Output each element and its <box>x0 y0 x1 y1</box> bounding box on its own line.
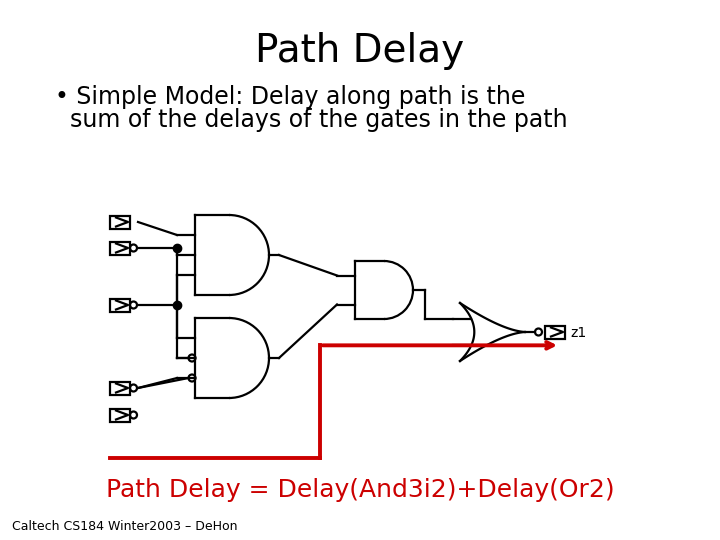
Text: z1: z1 <box>570 326 586 340</box>
Bar <box>110 299 130 312</box>
Text: Path Delay: Path Delay <box>256 32 464 70</box>
Bar <box>545 326 565 339</box>
Bar <box>110 381 130 395</box>
Text: sum of the delays of the gates in the path: sum of the delays of the gates in the pa… <box>55 108 567 132</box>
Bar <box>110 408 130 422</box>
Bar <box>110 215 130 228</box>
Text: • Simple Model: Delay along path is the: • Simple Model: Delay along path is the <box>55 85 526 109</box>
Bar <box>110 241 130 254</box>
Text: Caltech CS184 Winter2003 – DeHon: Caltech CS184 Winter2003 – DeHon <box>12 520 238 533</box>
Text: Path Delay = Delay(And3i2)+Delay(Or2): Path Delay = Delay(And3i2)+Delay(Or2) <box>106 478 614 502</box>
